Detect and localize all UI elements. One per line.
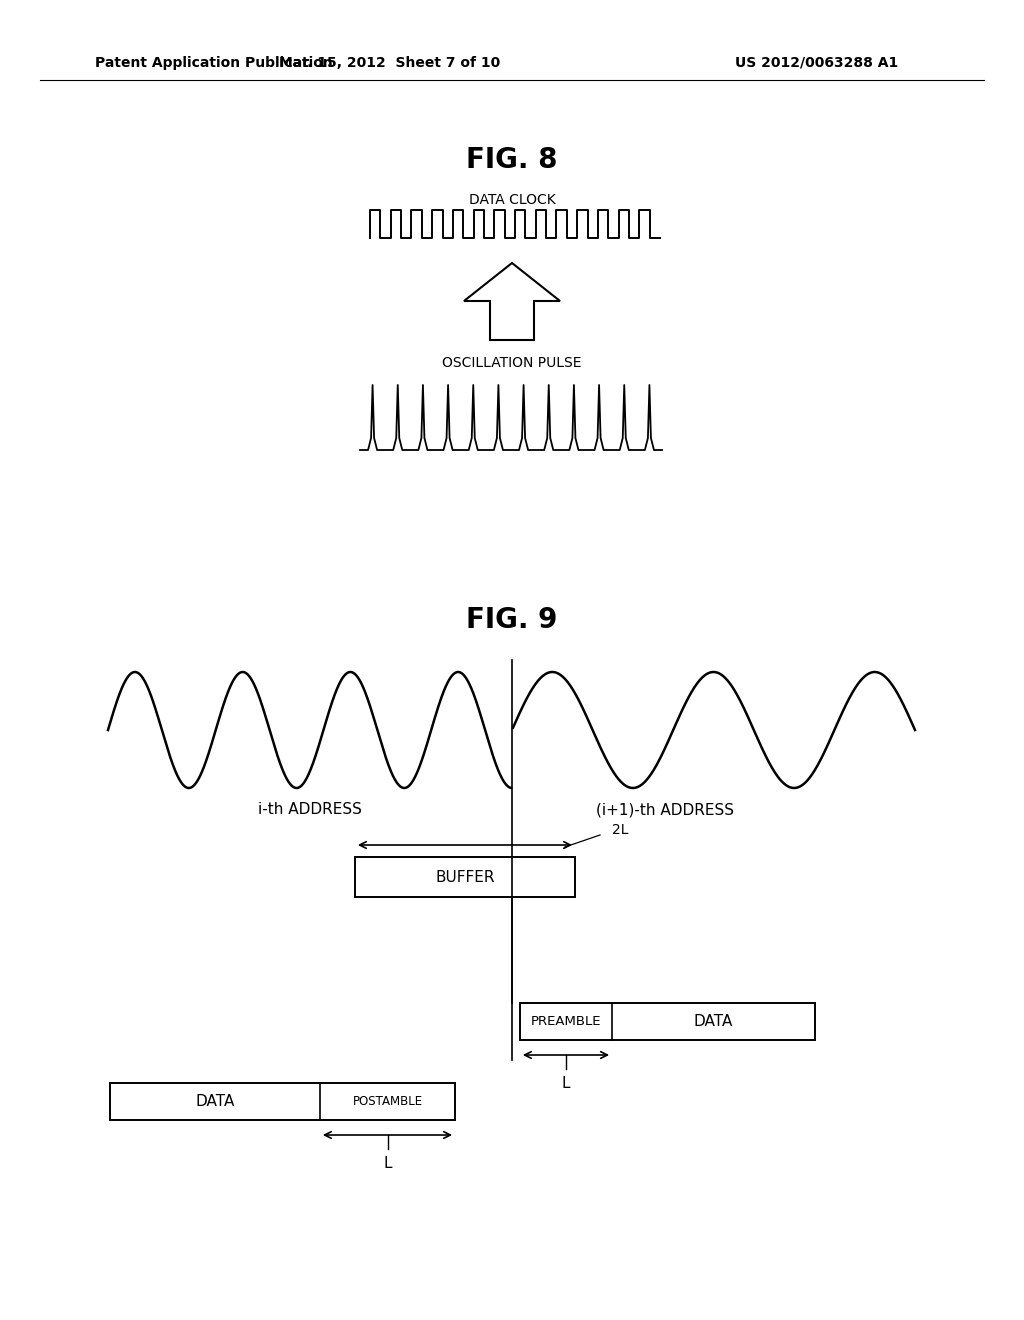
- Text: FIG. 8: FIG. 8: [466, 147, 558, 174]
- Bar: [520, 1003, 815, 1040]
- Text: US 2012/0063288 A1: US 2012/0063288 A1: [735, 55, 898, 70]
- Text: DATA CLOCK: DATA CLOCK: [469, 193, 555, 207]
- Text: (i+1)-th ADDRESS: (i+1)-th ADDRESS: [596, 803, 734, 817]
- Text: i-th ADDRESS: i-th ADDRESS: [258, 803, 361, 817]
- Text: L: L: [562, 1076, 570, 1090]
- Text: OSCILLATION PULSE: OSCILLATION PULSE: [442, 356, 582, 370]
- Text: 2L: 2L: [612, 822, 629, 837]
- Text: FIG. 9: FIG. 9: [466, 606, 558, 634]
- Bar: [110, 1082, 455, 1119]
- Text: DATA: DATA: [694, 1014, 733, 1030]
- Text: PREAMBLE: PREAMBLE: [530, 1015, 601, 1028]
- Text: POSTAMBLE: POSTAMBLE: [352, 1096, 423, 1107]
- Bar: [355, 857, 575, 898]
- Text: DATA: DATA: [196, 1094, 234, 1109]
- Text: Patent Application Publication: Patent Application Publication: [95, 55, 333, 70]
- Text: Mar. 15, 2012  Sheet 7 of 10: Mar. 15, 2012 Sheet 7 of 10: [280, 55, 501, 70]
- Text: L: L: [383, 1155, 392, 1171]
- Text: BUFFER: BUFFER: [435, 870, 495, 884]
- Polygon shape: [464, 263, 560, 341]
